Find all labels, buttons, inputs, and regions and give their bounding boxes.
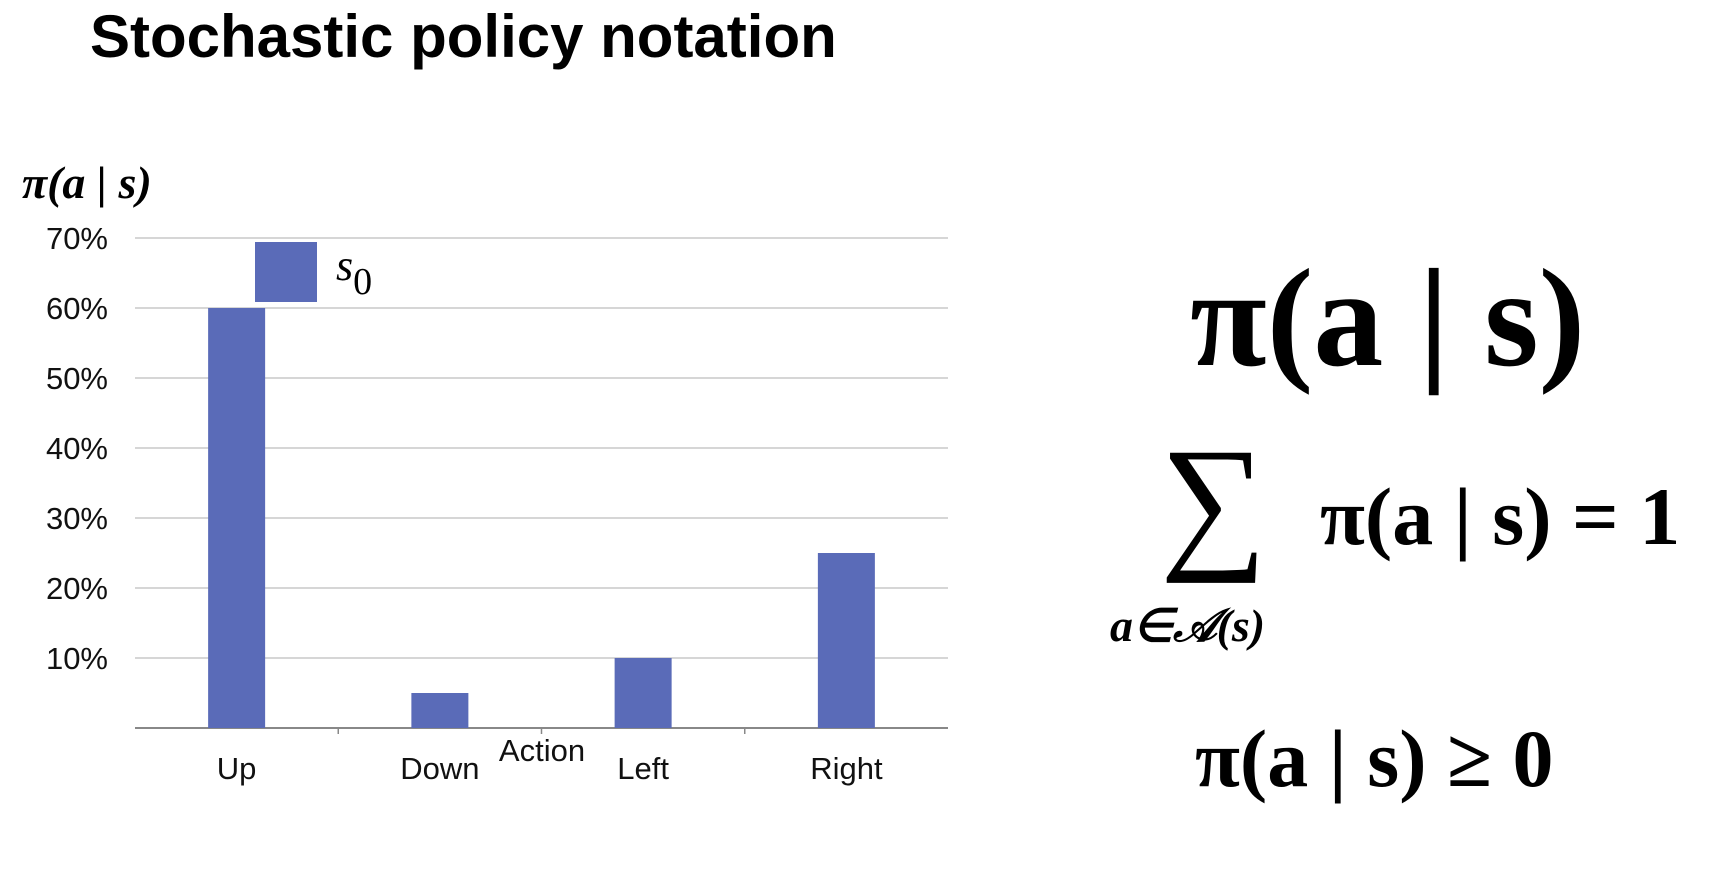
y-tick-labels: 10% 20% 30% 40% 50% 60% 70% bbox=[46, 221, 108, 676]
legend: s0 bbox=[255, 241, 372, 303]
y-tick-label: 60% bbox=[46, 291, 108, 326]
nonnegativity-equation: π(a | s) ≥ 0 bbox=[1195, 713, 1554, 804]
bar-chart: 10% 20% 30% 40% 50% 60% 70% Up Down Left Right s0… bbox=[46, 221, 948, 786]
slide-title: Stochastic policy notation bbox=[90, 3, 837, 70]
legend-swatch bbox=[255, 242, 317, 302]
sum-equals-one: π(a | s) = 1 bbox=[1320, 471, 1681, 562]
policy-equation: π(a | s) bbox=[1190, 241, 1586, 396]
bar-up bbox=[208, 308, 266, 728]
x-tick-labels: Up Down Left Right bbox=[217, 751, 883, 786]
x-tick-label: Down bbox=[400, 751, 479, 786]
axes bbox=[135, 727, 948, 734]
legend-label: s0 bbox=[336, 241, 372, 303]
y-tick-label: 30% bbox=[46, 501, 108, 536]
y-tick-label: 50% bbox=[46, 361, 108, 396]
sum-sigma: ∑ bbox=[1160, 418, 1267, 584]
legend-subscript: 0 bbox=[353, 261, 372, 303]
bars bbox=[208, 308, 875, 728]
x-tick-label: Right bbox=[810, 751, 883, 786]
bar-right bbox=[817, 553, 875, 728]
bar-down bbox=[411, 693, 469, 728]
y-tick-label: 70% bbox=[46, 221, 108, 256]
y-tick-label: 20% bbox=[46, 571, 108, 606]
bar-left bbox=[614, 658, 672, 728]
x-tick-label: Left bbox=[617, 751, 669, 786]
sum-subscript: a∈𝒜(s) bbox=[1110, 600, 1266, 651]
y-tick-label: 40% bbox=[46, 431, 108, 466]
y-axis-label: π(a | s) bbox=[22, 157, 152, 208]
x-tick-label: Up bbox=[217, 751, 257, 786]
x-axis-label: Action bbox=[499, 733, 585, 768]
gridlines bbox=[135, 237, 948, 659]
y-tick-label: 10% bbox=[46, 641, 108, 676]
